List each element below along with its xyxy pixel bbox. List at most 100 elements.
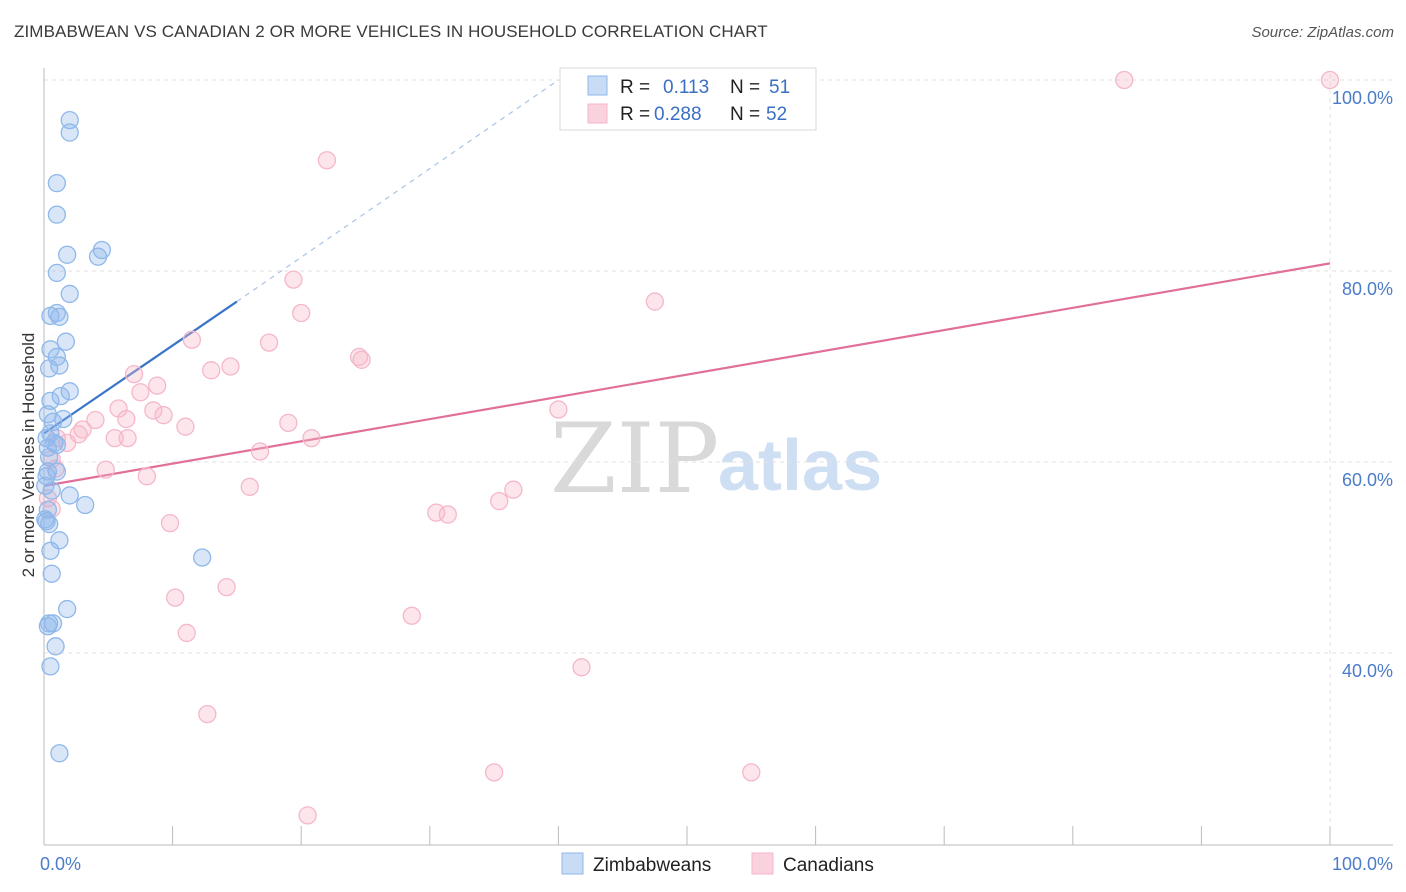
- zimbabweans-point-2: [47, 173, 67, 193]
- y-tick-label-3: 100.0%: [1332, 88, 1393, 108]
- canadians-point-36: [504, 480, 523, 499]
- canadians-point-24: [105, 428, 124, 448]
- legend-swatch-zimbabweans: [587, 75, 608, 96]
- zimbabweans-point-4: [57, 245, 77, 264]
- x-tick-labels: 0.0% 100.0%: [40, 854, 1393, 874]
- series-legend-swatch-zimbabweans: [561, 852, 584, 875]
- zimbabweans-point-48: [39, 448, 59, 467]
- y-tick-label-1: 60.0%: [1342, 470, 1393, 490]
- legend-r-value-1: 0.113: [663, 77, 709, 98]
- canadians-point-37: [490, 492, 509, 511]
- legend-r-label-2: R =: [620, 104, 650, 125]
- zimbabweans-point-18: [51, 386, 70, 406]
- axes: [43, 68, 1393, 846]
- zimbabweans-point-36: [41, 541, 60, 560]
- zimbabweans-point-16: [39, 359, 59, 378]
- zimbabweans-point-17: [60, 382, 79, 401]
- zimbabweans-point-34: [39, 514, 59, 534]
- zimbabweans-point-12: [56, 332, 76, 351]
- zimbabweans-point-50: [42, 481, 61, 500]
- watermark-atlas: atlas: [718, 426, 882, 506]
- canadians-point-49: [484, 763, 504, 782]
- watermark-zip: ZIP: [550, 403, 719, 515]
- canadians-point-17: [154, 406, 173, 425]
- x-tick-label-0: 0.0%: [40, 854, 81, 874]
- canadians-point-48: [198, 704, 217, 724]
- zimbabweans-point-42: [38, 617, 58, 636]
- zimbabweans-point-49: [54, 409, 73, 429]
- canadians-point-34: [137, 467, 157, 486]
- canadians-point-13: [148, 376, 167, 395]
- zimbabweans-point-31: [76, 495, 95, 515]
- canadians-point-12: [124, 364, 144, 384]
- canadians-point-8: [349, 347, 369, 367]
- zimbabweans-point-30: [60, 486, 79, 505]
- x-tick-label-1: 100.0%: [1332, 854, 1393, 874]
- canadians-point-6: [182, 330, 202, 349]
- canadians-point-50: [742, 763, 761, 782]
- zimbabweans-point-37: [193, 548, 212, 567]
- zimbabweans-point-39: [57, 599, 77, 619]
- zimbabweans-point-35: [50, 531, 69, 550]
- zimbabweans-point-44: [41, 657, 60, 676]
- trend-line-1: [43, 262, 1331, 487]
- series-legend: Zimbabweans Canadians: [561, 852, 874, 876]
- y-axis-label: 2 or more Vehicles in Household: [19, 333, 38, 578]
- canadians-point-47: [572, 658, 591, 677]
- canadians-point-25: [118, 428, 137, 448]
- trend-line-extension-0: [236, 79, 559, 303]
- canadians-point-11: [202, 361, 221, 380]
- canadians-point-2: [317, 151, 337, 170]
- canadians-point-26: [302, 428, 321, 448]
- y-tick-label-2: 80.0%: [1342, 279, 1393, 299]
- zimbabweans-point-19: [41, 391, 60, 411]
- zimbabweans-point-43: [46, 637, 65, 656]
- canadians-point-4: [292, 303, 311, 323]
- series-legend-swatch-canadians: [751, 852, 774, 875]
- y-tick-label-0: 40.0%: [1342, 661, 1393, 681]
- data-points: [36, 70, 1340, 825]
- zimbabweans-point-8: [60, 284, 79, 304]
- series-legend-label-zimbabweans: Zimbabweans: [593, 855, 711, 876]
- zimbabweans-point-7: [47, 263, 67, 283]
- chart-source: Source: ZipAtlas.com: [1251, 24, 1394, 41]
- canadians-point-18: [86, 410, 105, 430]
- canadians-point-14: [131, 383, 150, 402]
- zimbabweans-point-28: [37, 467, 56, 486]
- canadians-point-39: [438, 505, 457, 524]
- zimbabweans-point-21: [43, 412, 63, 432]
- zimbabweans-point-27: [47, 462, 67, 481]
- y-tick-labels: 40.0% 60.0% 80.0% 100.0%: [1332, 88, 1393, 681]
- canadians-point-21: [176, 417, 195, 436]
- canadians-point-44: [166, 588, 185, 607]
- canadians-point-1: [1320, 70, 1340, 90]
- canadians-point-20: [279, 413, 298, 432]
- canadians-point-30: [549, 400, 568, 419]
- canadians-point-32: [96, 460, 115, 479]
- canadians-point-3: [284, 270, 303, 289]
- chart-title: ZIMBABWEAN VS CANADIAN 2 OR MORE VEHICLE…: [14, 22, 768, 41]
- zimbabweans-point-46: [37, 512, 56, 531]
- trend-lines: [43, 79, 1331, 487]
- legend-n-value-1: 51: [769, 77, 790, 98]
- watermark: ZIP atlas: [550, 403, 882, 515]
- canadians-point-19: [117, 409, 136, 429]
- trend-line-0: [43, 300, 238, 435]
- legend-n-value-2: 52: [766, 104, 787, 125]
- canadians-point-43: [217, 577, 236, 597]
- zimbabweans-point-15: [50, 356, 69, 375]
- canadians-point-29: [250, 442, 270, 461]
- canadians-point-46: [402, 606, 421, 625]
- legend-n-label-2: N =: [730, 104, 760, 125]
- canadians-point-10: [221, 357, 240, 376]
- series-legend-label-canadians: Canadians: [783, 855, 874, 876]
- legend-r-value-2: 0.288: [654, 104, 702, 125]
- canadians-point-38: [427, 503, 446, 522]
- canadians-point-9: [352, 350, 371, 369]
- zimbabweans-point-41: [43, 614, 63, 633]
- zimbabweans-point-0: [60, 110, 79, 130]
- canadians-point-0: [1115, 70, 1134, 90]
- legend-n-label-1: N =: [730, 77, 760, 98]
- canadians-point-7: [259, 333, 279, 352]
